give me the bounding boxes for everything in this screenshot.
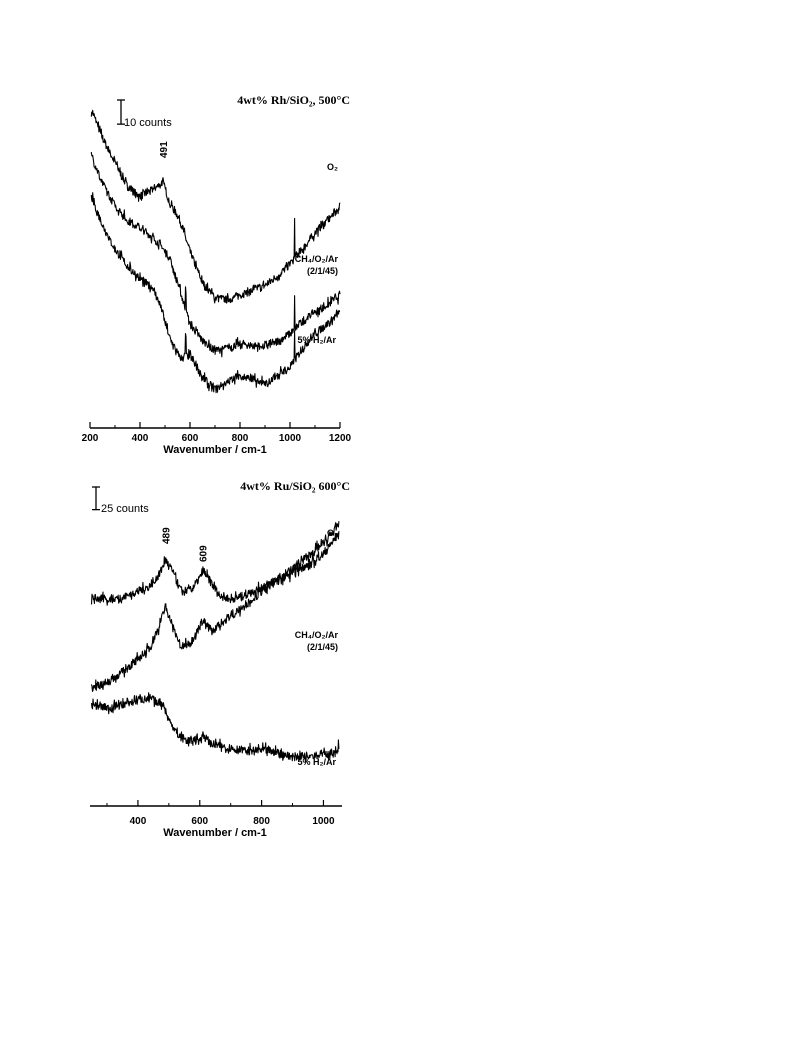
peak-label: 489 — [161, 527, 172, 544]
scale-bar-label: 10 counts — [124, 117, 172, 129]
x-tick-label: 1000 — [279, 433, 302, 444]
series-label: (2/1/45) — [307, 266, 338, 276]
chart-title: 4wt% Rh/SiO₂, 500°C — [237, 93, 350, 107]
x-tick-label: 1000 — [312, 816, 335, 827]
series-line — [90, 531, 340, 606]
scale-bar-label: 25 counts — [101, 503, 149, 515]
series-label: 5% H₂/Ar — [297, 335, 336, 345]
x-axis-label: Wavenumber / cm-1 — [163, 827, 267, 839]
x-tick-label: 800 — [232, 433, 249, 444]
x-tick-label: 600 — [191, 816, 208, 827]
chart-title: 4wt% Ru/SiO₂ 600°C — [240, 479, 350, 493]
x-tick-label: 1200 — [329, 433, 352, 444]
chart-ru: 4wt% Ru/SiO₂ 600°C 25 counts 400 600 800 10… — [90, 479, 350, 839]
series-label: (2/1/45) — [307, 642, 338, 652]
peak-label: 609 — [199, 545, 210, 562]
x-tick-label: 400 — [130, 816, 147, 827]
series-line — [90, 192, 341, 394]
series-line — [90, 692, 340, 763]
peak-label: 491 — [159, 141, 170, 158]
plot-area: 200 400 600 800 1000 1200 O₂ CH₄/O₂/Ar (2/1/45) 5… — [82, 109, 352, 444]
scale-bar: 25 counts — [92, 486, 149, 515]
scale-bar: 10 counts — [117, 99, 172, 129]
series-line — [90, 109, 341, 304]
series-label: CH₄/O₂/Ar — [295, 630, 339, 640]
x-axis-label: Wavenumber / cm-1 — [163, 444, 267, 456]
x-tick-label: 400 — [132, 433, 149, 444]
x-tick-label: 600 — [182, 433, 199, 444]
series-label: O₂ — [327, 162, 338, 172]
series-label: 5% H₂/Ar — [297, 757, 336, 767]
series-line — [90, 521, 340, 692]
chart-rh: 4wt% Rh/SiO₂, 500°C 10 counts 200 400 600 8… — [82, 93, 352, 456]
x-tick-label: 800 — [253, 816, 270, 827]
series-label: CH₄/O₂/Ar — [295, 254, 339, 264]
x-tick-label: 200 — [82, 433, 99, 444]
series-line — [90, 151, 341, 358]
